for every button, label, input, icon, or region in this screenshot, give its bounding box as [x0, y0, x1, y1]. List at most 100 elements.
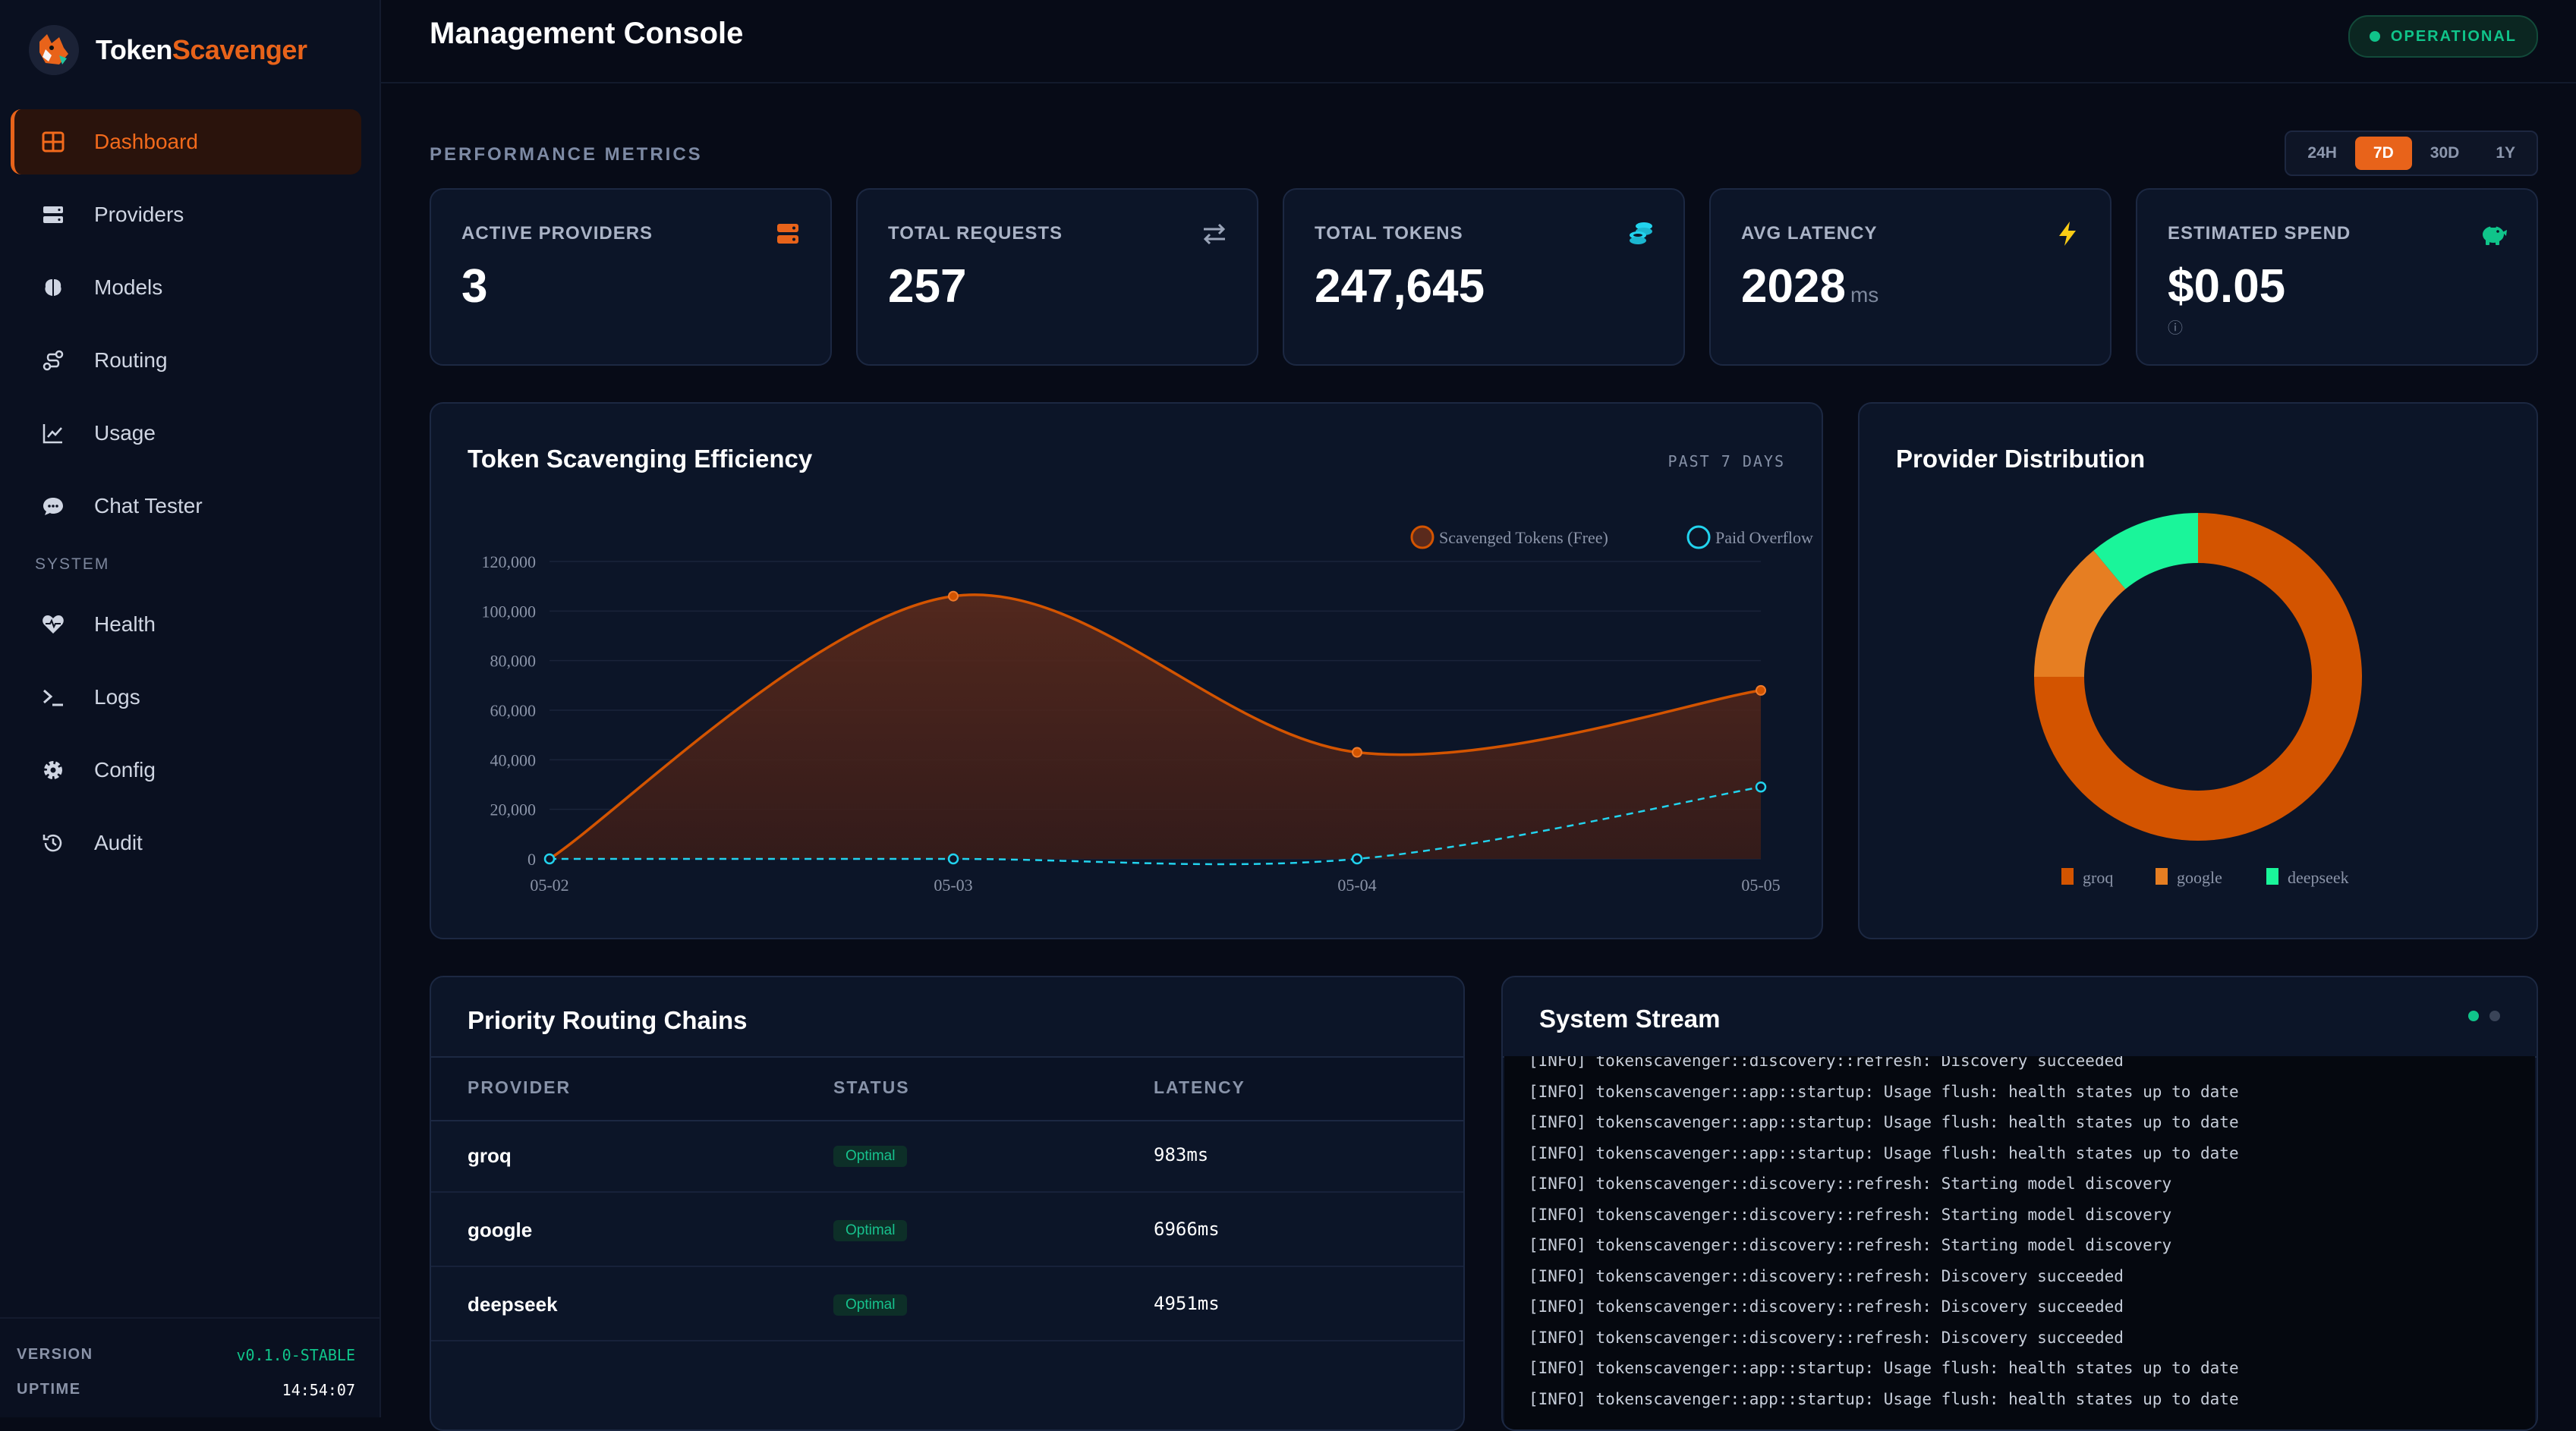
data-point-scavenged: [948, 590, 959, 602]
sidebar-item-dashboard[interactable]: Dashboard: [11, 109, 361, 175]
metric-label: ESTIMATED SPEND: [2168, 223, 2351, 244]
status-badge: Optimal: [833, 1146, 908, 1167]
efficiency-chart: 0 20,000 40,000 60,000 80,000 100,000 120,000 0…: [482, 525, 1813, 895]
column-header-provider[interactable]: PROVIDER: [468, 1077, 572, 1097]
column-header-status[interactable]: STATUS: [833, 1077, 910, 1097]
efficiency-title: Token Scavenging Efficiency: [468, 445, 813, 473]
sidebar-nav: Dashboard Providers Models Routing Usage: [11, 109, 361, 883]
range-button-1y[interactable]: 1Y: [2496, 144, 2515, 162]
log-output[interactable]: [INFO] tokenscavenger::discovery::refres…: [1504, 1056, 2535, 1429]
sidebar-item-health[interactable]: Health: [11, 592, 361, 657]
brand[interactable]: TokenScavenger: [29, 24, 307, 76]
version-row: VERSION v0.1.0-STABLE: [17, 1346, 355, 1364]
sidebar-item-label: Logs: [94, 685, 140, 709]
column-header-latency[interactable]: LATENCY: [1154, 1077, 1245, 1097]
log-line: [INFO] tokenscavenger::app::startup: Usa…: [1529, 1082, 2239, 1101]
brand-name-token: Token: [96, 34, 172, 65]
routing-title: Priority Routing Chains: [468, 1006, 748, 1034]
log-line: [INFO] tokenscavenger::app::startup: Usa…: [1529, 1389, 2239, 1408]
range-button-7d[interactable]: 7D: [2354, 137, 2412, 170]
grid-icon: [38, 127, 68, 157]
sidebar-item-logs[interactable]: Logs: [11, 665, 361, 730]
distribution-panel: Provider Distribution groq google deepseek: [1858, 402, 2538, 939]
legend-label-paid-overflow: Paid Overflow: [1715, 528, 1813, 547]
donut-slice-deepseek: [2093, 513, 2198, 590]
table-row[interactable]: google Optimal 6966ms: [431, 1193, 1463, 1267]
log-line: [INFO] tokenscavenger::app::startup: Usa…: [1529, 1113, 2239, 1131]
range-button-30d[interactable]: 30D: [2430, 144, 2460, 162]
metric-value: 2028 ms: [1741, 259, 1878, 313]
donut-slice-groq: [2034, 513, 2362, 841]
main-content: Management Console OPERATIONAL PERFORMAN…: [379, 0, 2576, 1431]
section-title-performance: PERFORMANCE METRICS: [430, 144, 703, 165]
page-title: Management Console: [430, 17, 744, 50]
bolt-icon: [2052, 219, 2083, 249]
data-point-scavenged: [1756, 684, 1766, 696]
sidebar-item-providers[interactable]: Providers: [11, 182, 361, 247]
provider-name: deepseek: [468, 1293, 558, 1316]
efficiency-subtitle: PAST 7 DAYS: [1667, 452, 1785, 470]
metric-label: ACTIVE PROVIDERS: [461, 223, 653, 244]
sidebar-item-label: Models: [94, 275, 163, 299]
sidebar-item-chat-tester[interactable]: Chat Tester: [11, 473, 361, 539]
legend-swatch-paid-overflow: [1686, 525, 1711, 549]
coins-icon: [1626, 219, 1656, 249]
legend-swatch-scavenged: [1410, 525, 1434, 549]
metric-card-avg-latency: AVG LATENCY 2028 ms: [1709, 188, 2112, 366]
sidebar-item-routing[interactable]: Routing: [11, 328, 361, 393]
sidebar-item-usage[interactable]: Usage: [11, 401, 361, 466]
status-text: OPERATIONAL: [2390, 27, 2517, 45]
legend-label-deepseek: deepseek: [2288, 868, 2349, 887]
metric-card-active-providers: ACTIVE PROVIDERS 3: [430, 188, 832, 366]
log-line: [INFO] tokenscavenger::discovery::refres…: [1529, 1175, 2172, 1193]
server-icon: [773, 219, 803, 249]
y-tick-label: 80,000: [490, 652, 537, 671]
brand-name: TokenScavenger: [96, 34, 307, 66]
sidebar-item-config[interactable]: Config: [11, 738, 361, 803]
provider-name: google: [468, 1219, 533, 1241]
metric-value: 3: [461, 259, 487, 313]
uptime-value: 14:54:07: [282, 1381, 355, 1399]
data-point-paid-overflow: [1755, 782, 1767, 793]
metric-value: 257: [888, 259, 966, 313]
legend-swatch-google: [2156, 868, 2168, 885]
metric-number: 2028: [1741, 260, 1846, 313]
piggy-bank-icon: [2479, 219, 2509, 249]
sidebar-item-label: Chat Tester: [94, 494, 203, 517]
table-row[interactable]: deepseek Optimal 4951ms: [431, 1267, 1463, 1341]
sidebar-item-models[interactable]: Models: [11, 255, 361, 320]
chat-icon: [38, 491, 68, 521]
uptime-label: UPTIME: [17, 1381, 81, 1398]
distribution-chart: groq google deepseek: [2034, 513, 2362, 887]
legend-label-scavenged: Scavenged Tokens (Free): [1439, 528, 1608, 547]
y-tick-label: 0: [527, 850, 536, 869]
legend-label-groq: groq: [2083, 868, 2113, 887]
range-button-24h[interactable]: 24H: [2307, 144, 2337, 162]
table-row[interactable]: groq Optimal 983ms: [431, 1118, 1463, 1193]
series-line-scavenged: [549, 593, 1762, 860]
x-tick-label: 05-03: [934, 876, 972, 895]
live-indicator-icon: [2468, 1011, 2479, 1021]
sidebar-item-label: Dashboard: [94, 130, 198, 153]
sidebar-item-audit[interactable]: Audit: [11, 810, 361, 876]
metric-number: 257: [888, 260, 967, 313]
efficiency-panel: Token Scavenging Efficiency PAST 7 DAYS …: [430, 402, 1823, 939]
log-line: [INFO] tokenscavenger::app::startup: Usa…: [1529, 1359, 2239, 1377]
uptime-row: UPTIME 14:54:07: [17, 1381, 355, 1399]
y-tick-label: 60,000: [490, 701, 537, 720]
metric-number: $0.05: [2168, 260, 2286, 313]
metric-value: $0.05: [2168, 259, 2285, 313]
legend-swatch-groq: [2061, 868, 2074, 885]
stream-title: System Stream: [1539, 1005, 1721, 1033]
info-icon[interactable]: ⓘ: [2168, 320, 2183, 337]
metric-unit: ms: [1850, 283, 1879, 307]
metric-label: TOTAL REQUESTS: [888, 223, 1063, 244]
donut-slice-google: [2034, 550, 2126, 677]
metric-value: 247,645: [1315, 259, 1485, 313]
metric-label: AVG LATENCY: [1741, 223, 1878, 244]
status-badge: OPERATIONAL: [2348, 15, 2538, 58]
metric-cards: ACTIVE PROVIDERS 3 TOTAL REQUESTS 257 TO…: [430, 188, 2538, 366]
latency-value: 4951ms: [1154, 1293, 1220, 1314]
status-badge: Optimal: [833, 1220, 908, 1241]
heartbeat-icon: [38, 609, 68, 640]
